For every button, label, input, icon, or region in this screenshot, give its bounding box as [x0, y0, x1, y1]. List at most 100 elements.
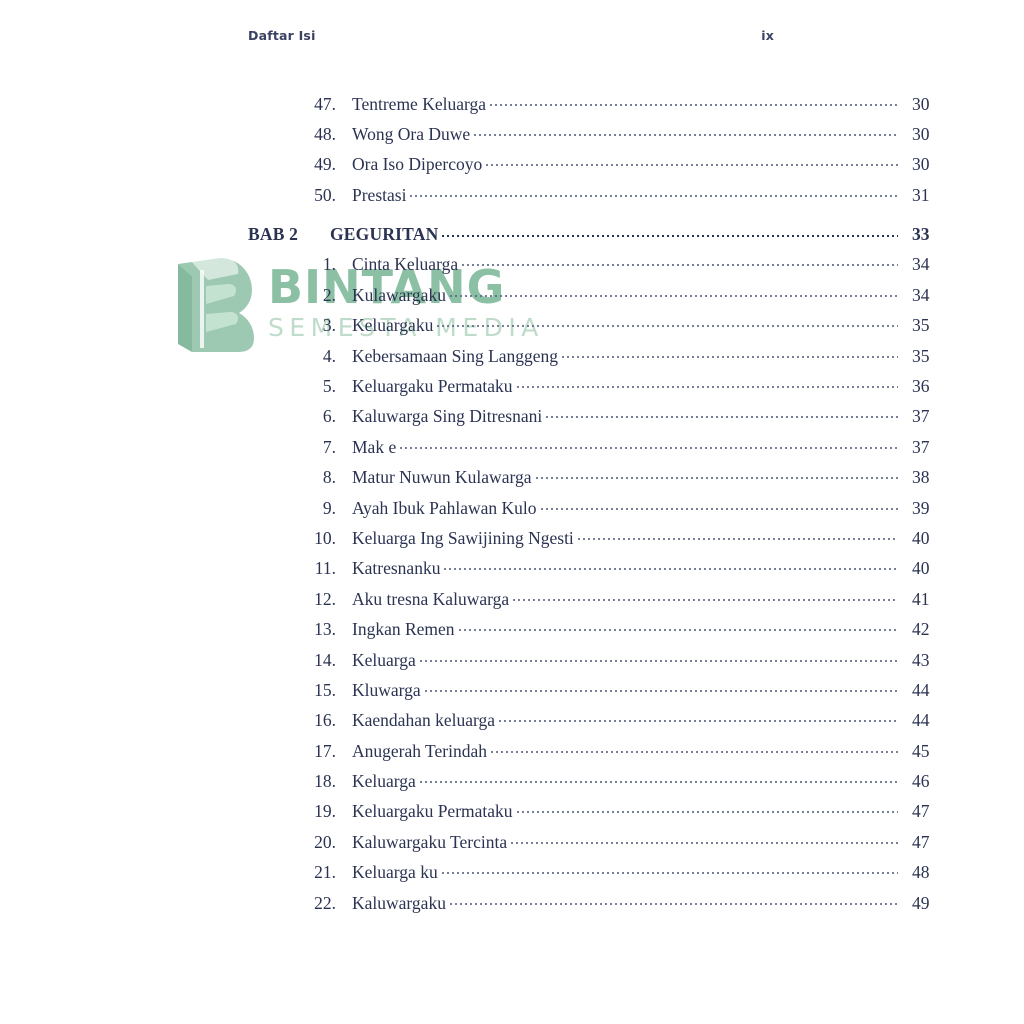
toc-entry-row[interactable]: 7. Mak e 37 [0, 435, 1024, 465]
toc-entry-title: Keluargaku [352, 315, 434, 336]
toc-entry-row[interactable]: 3. Keluargaku 35 [0, 314, 1024, 344]
toc-entry-page-number: 30 [912, 93, 930, 114]
toc-entry-number: 16. [314, 710, 336, 731]
toc-entry-row[interactable]: 6. Kaluwarga Sing Ditresnani 37 [0, 405, 1024, 435]
toc-entry-row[interactable]: 11. Katresnanku 40 [0, 557, 1024, 587]
toc-entry-page-number: 47 [912, 831, 930, 852]
dot-leader [462, 253, 898, 271]
toc-entry-number: 12. [314, 588, 336, 609]
toc-entry-number: 47. [314, 93, 336, 114]
toc-entry-row[interactable]: 49. Ora Iso Dipercoyo 30 [0, 153, 1024, 183]
toc-entry-number: 9. [322, 497, 336, 518]
toc-entry-number: 2. [322, 284, 336, 305]
toc-entry-row[interactable]: 1. Cinta Keluarga 34 [0, 253, 1024, 283]
toc-entry-page-number: 35 [912, 345, 930, 366]
toc-entry-title: Kebersamaan Sing Langgeng [352, 345, 559, 366]
dot-leader [499, 709, 898, 727]
toc-entry-number: 21. [314, 862, 336, 883]
toc-entry-number: 7. [322, 436, 336, 457]
toc-entry-number: 15. [314, 679, 336, 700]
toc-entry-row[interactable]: 18. Keluarga 46 [0, 770, 1024, 800]
toc-entry-title: Keluarga [352, 771, 416, 792]
toc-entry-title: Anugerah Terindah [352, 740, 488, 761]
dot-leader [486, 153, 898, 171]
toc-entry-page-number: 42 [912, 619, 930, 640]
toc-entry-page-number: 39 [912, 497, 930, 518]
toc-entry-page-number: 41 [912, 588, 930, 609]
toc-entry-title: Keluarga ku [352, 862, 438, 883]
dot-leader [410, 183, 898, 201]
toc-entry-page-number: 46 [912, 771, 930, 792]
toc-entry-title: Kulawargaku [352, 284, 446, 305]
toc-entry-title: Keluargaku Permataku [352, 376, 513, 397]
dot-leader [419, 770, 898, 788]
folio-number: ix [761, 28, 774, 43]
toc-entry-row[interactable]: 4. Kebersamaan Sing Langgeng 35 [0, 344, 1024, 374]
dot-leader [441, 861, 898, 879]
toc-entry-row[interactable]: 47. Tentreme Keluarga 30 [0, 92, 1024, 122]
toc-entry-row[interactable]: 20. Kaluwargaku Tercinta 47 [0, 830, 1024, 860]
chapter-title: GEGURITAN [330, 224, 439, 245]
toc-entry-title: Ora Iso Dipercoyo [352, 154, 483, 175]
toc-spacer [0, 214, 1024, 223]
toc-entry-page-number: 34 [912, 284, 930, 305]
dot-leader [516, 375, 898, 393]
toc-entry-number: 10. [314, 527, 336, 548]
toc-entry-title: Kaluwargaku Tercinta [352, 831, 508, 852]
toc-entry-page-number: 36 [912, 376, 930, 397]
toc-entry-row[interactable]: 21. Keluarga ku 48 [0, 861, 1024, 891]
toc-entry-page-number: 34 [912, 254, 930, 275]
toc-entry-row[interactable]: 15. Kluwarga 44 [0, 678, 1024, 708]
dot-leader [419, 648, 898, 666]
toc-entry-row[interactable]: 9. Ayah Ibuk Pahlawan Kulo 39 [0, 496, 1024, 526]
dot-leader [516, 800, 898, 818]
toc-entry-title: Tentreme Keluarga [352, 93, 487, 114]
toc-entry-row[interactable]: 14. Keluarga 43 [0, 648, 1024, 678]
toc-entry-row[interactable]: 50. Prestasi 31 [0, 183, 1024, 213]
dot-leader [437, 314, 898, 332]
dot-leader [442, 223, 898, 241]
toc-entry-title: Mak e [352, 436, 397, 457]
dot-leader [458, 618, 898, 636]
dot-leader [400, 435, 898, 453]
toc-entry-row[interactable]: 8. Matur Nuwun Kulawarga 38 [0, 466, 1024, 496]
toc-entry-row[interactable]: 19. Keluargaku Permataku 47 [0, 800, 1024, 830]
toc-entry-page-number: 37 [912, 406, 930, 427]
page-title: Daftar Isi [248, 28, 316, 43]
toc-entry-row[interactable]: 16. Kaendahan keluarga 44 [0, 709, 1024, 739]
toc-entry-page-number: 49 [912, 892, 930, 913]
toc-entry-row[interactable]: 22. Kaluwargaku 49 [0, 891, 1024, 921]
toc-entry-row[interactable]: 12. Aku tresna Kaluwarga 41 [0, 587, 1024, 617]
toc-entry-row[interactable]: 5. Keluargaku Permataku 36 [0, 375, 1024, 405]
toc-entry-number: 1. [322, 254, 336, 275]
toc-entry-number: 14. [314, 649, 336, 670]
toc-entry-row[interactable]: 13. Ingkan Remen 42 [0, 618, 1024, 648]
dot-leader [474, 122, 898, 140]
toc-entry-number: 20. [314, 831, 336, 852]
toc-entry-row[interactable]: 10. Keluarga Ing Sawijining Ngesti 40 [0, 526, 1024, 556]
toc-entry-title: Katresnanku [352, 558, 441, 579]
toc-entry-title: Wong Ora Duwe [352, 123, 471, 144]
toc-entry-number: 13. [314, 619, 336, 640]
dot-leader [535, 466, 899, 484]
chapter-page-number: 33 [912, 224, 930, 245]
toc-entry-number: 4. [322, 345, 336, 366]
dot-leader [546, 405, 898, 423]
toc-entry-title: Matur Nuwun Kulawarga [352, 467, 532, 488]
toc-entry-row[interactable]: 2. Kulawargaku 34 [0, 283, 1024, 313]
toc-entry-page-number: 35 [912, 315, 930, 336]
toc-chapter-row[interactable]: BAB 2 GEGURITAN 33 [0, 223, 1024, 253]
dot-leader [511, 830, 898, 848]
toc-entry-title: Kaendahan keluarga [352, 710, 496, 731]
toc-chapter-entry-list: 1. Cinta Keluarga 34 2. Kulawargaku 34 3. Kelua… [0, 253, 1024, 922]
toc-entry-row[interactable]: 48. Wong Ora Duwe 30 [0, 122, 1024, 152]
toc-entry-row[interactable]: 17. Anugerah Terindah 45 [0, 739, 1024, 769]
toc-entry-title: Aku tresna Kaluwarga [352, 588, 510, 609]
dot-leader [491, 739, 898, 757]
toc-entry-number: 6. [322, 406, 336, 427]
toc-entry-number: 3. [322, 315, 336, 336]
toc-entry-number: 19. [314, 801, 336, 822]
dot-leader [562, 344, 898, 362]
dot-leader [490, 92, 898, 110]
